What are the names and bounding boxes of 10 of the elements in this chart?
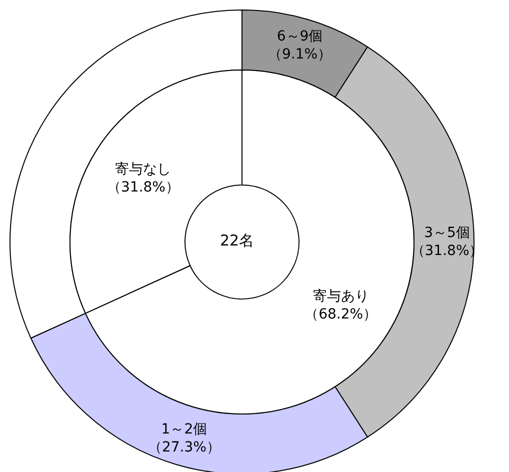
slice-label: 寄与なし — [115, 161, 172, 178]
data-label: （68.2%） — [304, 306, 378, 323]
data-label: （9.1%） — [268, 46, 332, 62]
slice-label: 寄与あり — [312, 288, 369, 305]
slice-label: 6～9個 — [276, 28, 323, 44]
text: 22名 — [220, 232, 254, 250]
data-label: （31.8%） — [106, 179, 180, 196]
slice-label: 3～5個 — [424, 225, 470, 241]
slice-label: 1～2個 — [161, 422, 208, 438]
data-label: （27.3%） — [148, 440, 220, 456]
